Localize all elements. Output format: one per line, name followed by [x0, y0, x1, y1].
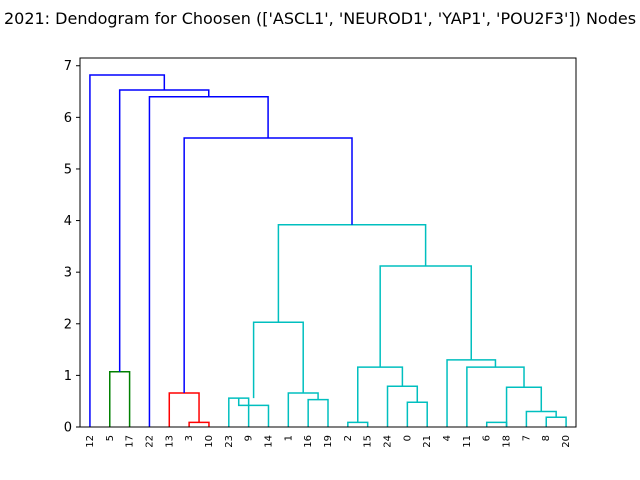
x-leaf-label: 13 — [164, 435, 175, 448]
dendrogram-link — [228, 397, 250, 427]
y-tick-label: 6 — [64, 111, 72, 126]
dendrogram-link — [379, 265, 472, 368]
x-leaf-label: 18 — [502, 435, 513, 448]
x-leaf-label: 3 — [184, 435, 195, 441]
x-leaf-label: 24 — [383, 435, 394, 448]
dendrogram-link — [148, 95, 269, 427]
x-leaf-label: 8 — [541, 435, 552, 441]
plot-frame — [79, 57, 577, 428]
dendrogram-link — [89, 74, 166, 427]
dendrogram-link — [307, 398, 329, 427]
x-axis-leaf-labels: 12 5 17 22 13 3 10 23 9 14 1 16 19 2 15 24 0 21 4 11 6 18 7 8 20 — [85, 435, 572, 448]
y-tick-label: 5 — [64, 162, 72, 177]
x-leaf-label: 12 — [85, 435, 96, 448]
x-leaf-label: 0 — [402, 435, 413, 441]
y-tick-label: 1 — [64, 369, 72, 384]
x-leaf-label: 16 — [303, 435, 314, 448]
x-leaf-label: 14 — [263, 435, 274, 448]
dendrogram-link — [406, 401, 428, 427]
y-axis: 0 1 2 3 4 5 6 7 — [64, 59, 80, 436]
dendrogram-links — [89, 74, 567, 427]
x-leaf-label: 9 — [244, 435, 255, 441]
dendrogram-link — [237, 398, 270, 427]
x-leaf-label: 5 — [105, 435, 116, 441]
y-tick-label: 3 — [64, 266, 72, 281]
x-leaf-label: 6 — [482, 435, 493, 441]
x-leaf-label: 11 — [462, 435, 473, 448]
x-leaf-label: 21 — [422, 435, 433, 448]
y-tick-label: 0 — [64, 421, 72, 436]
x-leaf-label: 23 — [224, 435, 235, 448]
x-leaf-label: 2 — [343, 435, 354, 441]
x-leaf-label: 4 — [442, 435, 453, 441]
y-tick-label: 4 — [64, 214, 72, 229]
x-leaf-label: 17 — [125, 435, 136, 448]
y-tick-label: 7 — [64, 59, 72, 74]
x-leaf-label: 22 — [144, 435, 155, 448]
x-leaf-label: 15 — [363, 435, 374, 448]
x-leaf-label: 19 — [323, 435, 334, 448]
dendrogram-link — [252, 321, 304, 399]
x-leaf-label: 1 — [283, 435, 294, 441]
dendrogram-link — [505, 386, 543, 427]
x-leaf-label: 20 — [561, 435, 572, 448]
x-leaf-label: 7 — [521, 435, 532, 441]
chart-title: 2021: Dendogram for Choosen (['ASCL1', '… — [4, 9, 636, 28]
y-tick-label: 2 — [64, 317, 72, 332]
x-leaf-label: 10 — [204, 435, 215, 448]
